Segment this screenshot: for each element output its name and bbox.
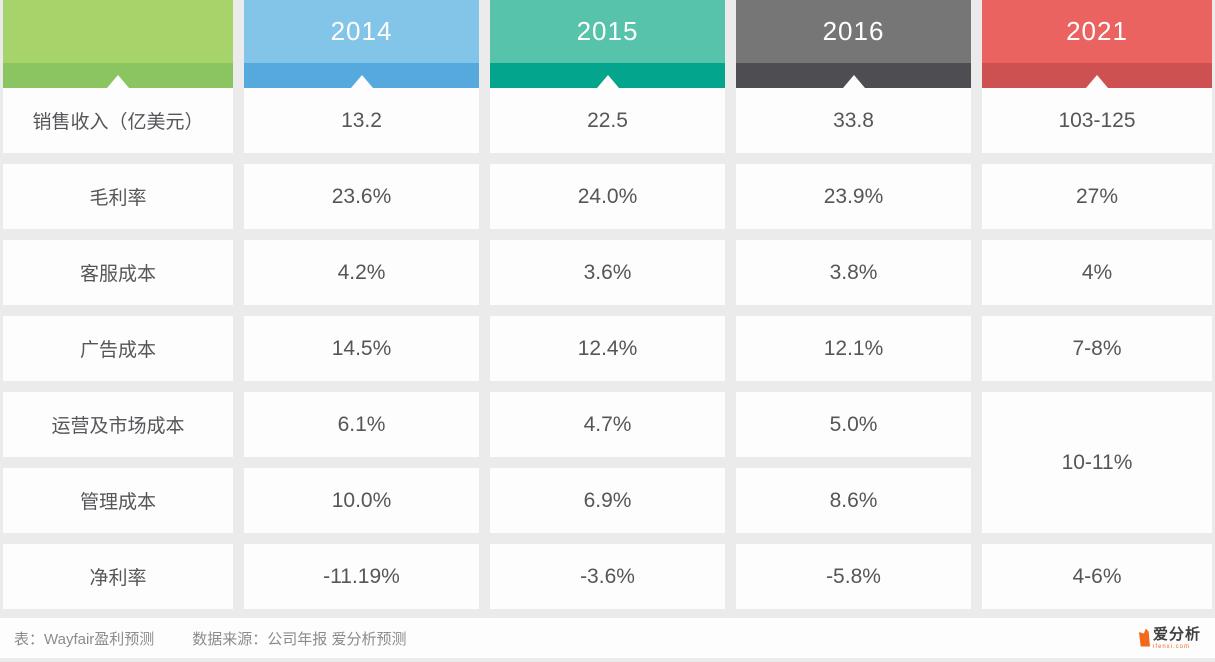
year-column-2016: 2016 33.8 23.9% 3.8% 12.1% 5.0% 8.6% -5.8%	[736, 0, 971, 609]
value-cell: -3.6%	[490, 544, 725, 609]
value-cell: 8.6%	[736, 468, 971, 533]
year-column-header: 2021	[982, 0, 1212, 88]
value-cell: 4%	[982, 240, 1212, 305]
year-label: 2021	[1066, 16, 1128, 46]
value-cell: -5.8%	[736, 544, 971, 609]
label-column: 销售收入（亿美元） 毛利率客服成本广告成本运营及市场成本 管理成本净利率	[3, 0, 233, 609]
value-cell: 22.5	[490, 88, 725, 153]
year-header-label: 2016	[736, 0, 971, 63]
row-label-cell: 管理成本	[3, 468, 233, 533]
row-label-cell: 运营及市场成本	[3, 392, 233, 457]
year-label: 2014	[330, 16, 393, 46]
value-cell: 4.2%	[244, 240, 479, 305]
logo-subtext: ifenxi.com	[1152, 643, 1190, 650]
value-cell: 23.9%	[736, 164, 971, 229]
footer-bar: 表：Wayfair盈利预测 数据来源：公司年报 爱分析预测 爱分析 ifenxi…	[0, 618, 1215, 658]
year-column-header: 2016	[736, 0, 971, 88]
year-column-2015: 2015 22.5 24.0% 3.6% 12.4% 4.7% 6.9% -3.6%	[490, 0, 725, 609]
ifenxi-logo: 爱分析 ifenxi.com	[1138, 625, 1201, 650]
logo-name: 爱分析	[1152, 625, 1201, 643]
row-label-cell: 毛利率	[3, 164, 233, 229]
value-cell: 23.6%	[244, 164, 479, 229]
year-column-header: 2014	[244, 0, 479, 88]
year-label: 2016	[822, 16, 885, 46]
year-label: 2015	[576, 16, 639, 46]
value-cell: 10.0%	[244, 468, 479, 533]
row-label-cell: 净利率	[3, 544, 233, 609]
row-label-cell: 客服成本	[3, 240, 233, 305]
value-cell: 4-6%	[982, 544, 1212, 609]
header-notch-arrow-icon	[350, 75, 373, 88]
value-cell: 103-125	[982, 88, 1212, 153]
year-header-label: 2015	[490, 0, 725, 63]
value-cell: 4.7%	[490, 392, 725, 457]
row-label-cell: 广告成本	[3, 316, 233, 381]
row-label-cell: 销售收入（亿美元）	[3, 88, 233, 153]
value-cell: 27%	[982, 164, 1212, 229]
year-header-label: 2021	[982, 0, 1212, 63]
value-cell: 6.9%	[490, 468, 725, 533]
value-cell: 10-11%	[982, 392, 1212, 533]
value-cell: 33.8	[736, 88, 971, 153]
table-caption: 表：Wayfair盈利预测	[14, 630, 155, 648]
value-cell: 12.4%	[490, 316, 725, 381]
value-cell: 6.1%	[244, 392, 479, 457]
label-column-header-block	[3, 0, 233, 63]
year-header-label: 2014	[244, 0, 479, 63]
header-notch-arrow-icon	[596, 75, 619, 88]
header-notch-arrow-icon	[842, 75, 865, 88]
value-cell: 7-8%	[982, 316, 1212, 381]
value-cell: 3.8%	[736, 240, 971, 305]
value-cell: -11.19%	[244, 544, 479, 609]
year-column-2021: 2021 103-125 27% 4% 7-8% 10-11% 4-6%	[982, 0, 1212, 609]
value-cell: 14.5%	[244, 316, 479, 381]
value-cell: 12.1%	[736, 316, 971, 381]
header-notch-arrow-icon	[107, 75, 129, 88]
value-cell: 5.0%	[736, 392, 971, 457]
forecast-table: 销售收入（亿美元） 毛利率客服成本广告成本运营及市场成本 管理成本净利率 2014 13…	[3, 0, 1212, 609]
value-cell: 13.2	[244, 88, 479, 153]
flame-icon	[1138, 628, 1150, 647]
value-cell: 24.0%	[490, 164, 725, 229]
year-column-2014: 2014 13.2 23.6% 4.2% 14.5% 6.1% 10.0% -11.19%	[244, 0, 479, 609]
label-column-header	[3, 0, 233, 88]
data-source-text: 数据来源：公司年报 爱分析预测	[192, 630, 407, 648]
year-column-header: 2015	[490, 0, 725, 88]
header-notch-arrow-icon	[1086, 75, 1108, 88]
value-cell: 3.6%	[490, 240, 725, 305]
